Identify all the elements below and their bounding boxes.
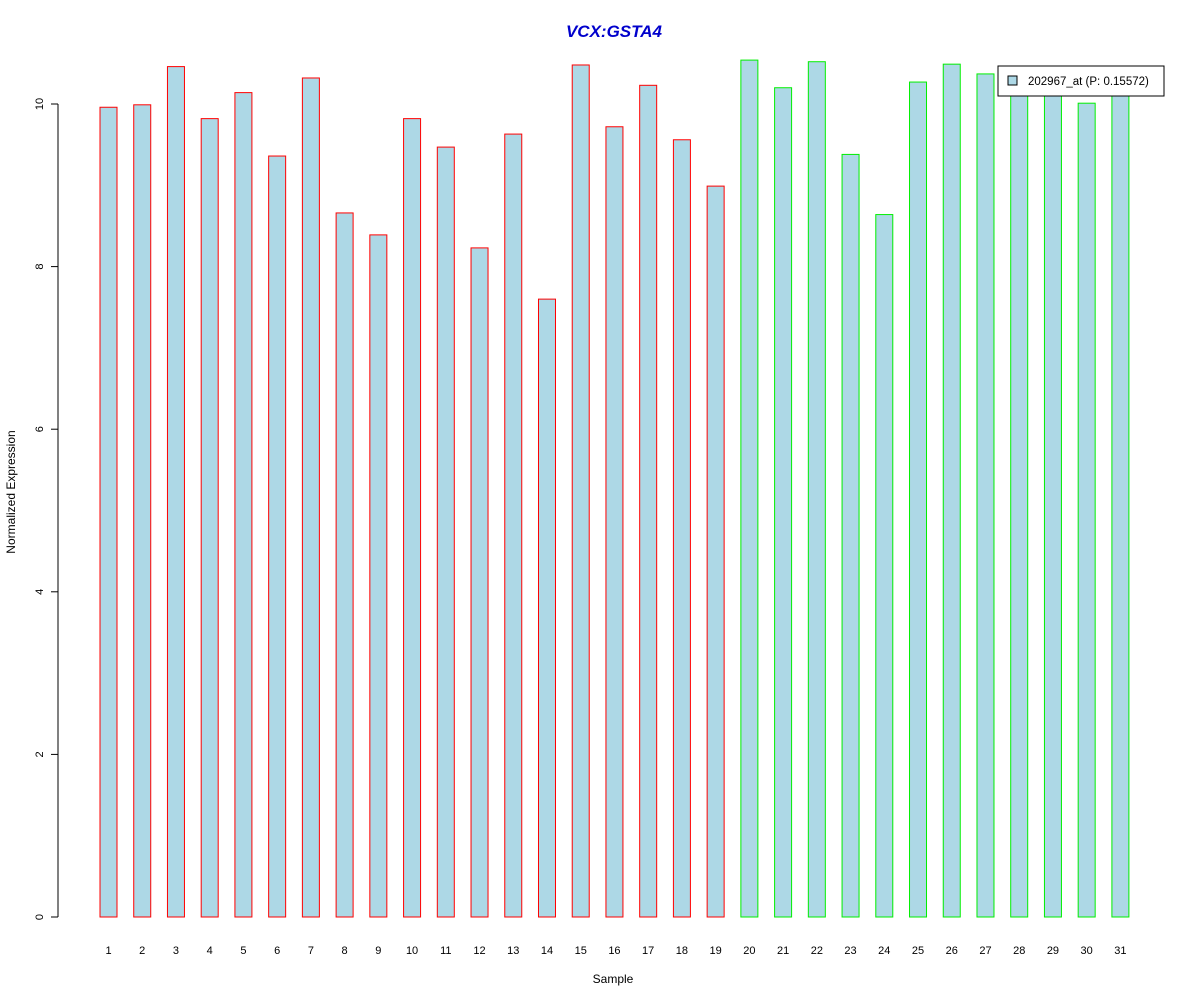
bar-sample-6	[268, 155, 287, 918]
x-tick-label: 15	[575, 945, 587, 957]
x-tick-label: 13	[507, 945, 519, 957]
bar-sample-2	[133, 104, 152, 918]
x-tick-label: 12	[473, 945, 485, 957]
x-tick-label: 10	[406, 945, 418, 957]
legend-box	[997, 65, 1165, 97]
x-tick-label: 2	[139, 945, 145, 957]
bars-group	[99, 59, 1130, 918]
x-tick-label: 23	[844, 945, 856, 957]
bar-sample-11	[436, 146, 455, 918]
x-tick-label: 19	[710, 945, 722, 957]
bar-sample-28	[1010, 88, 1029, 918]
bar-sample-8	[335, 212, 354, 918]
bar-sample-3	[166, 66, 185, 918]
x-tick-label: 14	[541, 945, 553, 957]
bar-sample-4	[200, 118, 219, 918]
bar-sample-27	[976, 73, 995, 918]
bar-sample-9	[369, 234, 388, 918]
x-tick-label: 21	[777, 945, 789, 957]
bar-sample-18	[672, 139, 691, 918]
y-tick-label: 0	[34, 914, 46, 920]
bar-sample-23	[841, 153, 860, 918]
x-tick-label: 7	[308, 945, 314, 957]
x-tick-label: 9	[375, 945, 381, 957]
y-tick-label: 10	[34, 98, 46, 110]
legend: 202967_at (P: 0.15572)	[997, 65, 1165, 97]
x-tick-label: 5	[240, 945, 246, 957]
bar-sample-29	[1043, 93, 1062, 918]
bar-sample-19	[706, 185, 725, 918]
bar-sample-1	[99, 106, 118, 918]
x-tick-label: 29	[1047, 945, 1059, 957]
bar-sample-24	[875, 214, 894, 918]
bar-sample-31	[1111, 90, 1130, 918]
bar-sample-17	[639, 84, 658, 918]
x-tick-label: 27	[979, 945, 991, 957]
x-tick-label: 4	[207, 945, 213, 957]
x-tick-label: 3	[173, 945, 179, 957]
bar-sample-25	[909, 81, 928, 918]
x-tick-label: 30	[1081, 945, 1093, 957]
bar-sample-13	[504, 133, 523, 918]
x-tick-label: 24	[878, 945, 890, 957]
x-tick-label: 20	[743, 945, 755, 957]
x-tick-label: 31	[1114, 945, 1126, 957]
bar-sample-7	[301, 77, 320, 918]
bar-sample-30	[1077, 102, 1096, 918]
y-tick-label: 8	[34, 264, 46, 270]
bar-sample-26	[942, 63, 961, 918]
legend-entry: 202967_at (P: 0.15572)	[1028, 76, 1149, 88]
bar-sample-10	[403, 118, 422, 918]
bar-sample-21	[774, 87, 793, 918]
x-axis-label: Sample	[593, 972, 634, 986]
x-tick-label: 25	[912, 945, 924, 957]
y-axis: 0 2 4 6 8 10	[34, 98, 59, 920]
bar-sample-12	[470, 247, 489, 918]
x-tick-label: 11	[440, 945, 451, 957]
y-tick-label: 2	[34, 751, 46, 757]
bar-sample-15	[571, 64, 590, 918]
legend-swatch	[1007, 75, 1018, 86]
x-tick-labels: 1 2 3 4 5 6 7 8 9 10 11 12 13 14 15 16 17 18 19 20 21 22 23 24 2…	[105, 945, 1126, 957]
bar-sample-20	[740, 59, 759, 918]
bar-sample-16	[605, 126, 624, 918]
y-axis-label: Normalized Expression	[4, 430, 18, 553]
x-tick-label: 22	[811, 945, 823, 957]
x-tick-label: 6	[274, 945, 280, 957]
x-tick-label: 16	[608, 945, 620, 957]
x-tick-label: 18	[676, 945, 688, 957]
x-tick-label: 8	[342, 945, 348, 957]
y-tick-label: 6	[34, 426, 46, 432]
x-tick-label: 17	[642, 945, 654, 957]
x-tick-label: 26	[946, 945, 958, 957]
bar-sample-14	[537, 298, 556, 918]
bar-sample-5	[234, 92, 253, 918]
chart-title: VCX:GSTA4	[566, 22, 663, 41]
y-tick-label: 4	[34, 589, 46, 595]
x-tick-label: 28	[1013, 945, 1025, 957]
bar-sample-22	[807, 61, 826, 918]
x-tick-label: 1	[105, 945, 111, 957]
